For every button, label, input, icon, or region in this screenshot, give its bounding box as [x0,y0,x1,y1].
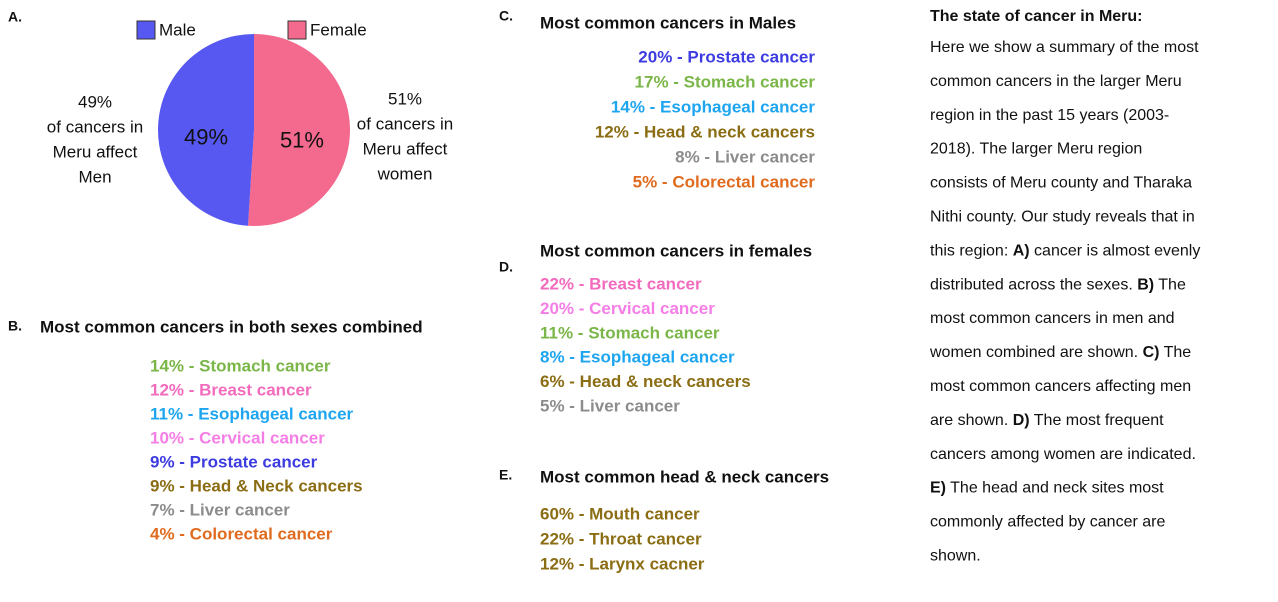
annotation: of cancers in [47,117,143,136]
annotation: women [377,164,433,183]
list-item: 6% - Head & neck cancers [540,372,751,391]
summary-run: Here we show a summary of the most [930,39,1199,56]
summary-line: Nithi county. Our study reveals that in [930,209,1195,226]
slice-label: 49% [184,124,228,149]
pie-slice [247,34,351,227]
slice-label: 51% [280,127,324,152]
summary-line: cancers among women are indicated. [930,446,1196,463]
summary-run: B) [1137,277,1154,294]
summary-run: E) [930,480,946,497]
list-item: 12% - Breast cancer [150,380,312,399]
summary-run: shown. [930,548,981,565]
list-item: 7% - Liver cancer [150,500,290,519]
summary-run: The most frequent [1030,412,1165,429]
list-item: 8% - Liver cancer [675,147,815,166]
annotation: Meru affect [363,139,448,158]
list-item: 14% - Stomach cancer [150,356,331,375]
pie-slice [158,34,254,226]
annotation: Men [78,167,111,186]
legend-swatch [136,20,156,40]
summary-run: most common cancers in men and [930,310,1175,327]
section-label: C. [499,8,513,24]
summary-run: The [1159,344,1191,361]
annotation: 49% [78,92,112,111]
list-item: 20% - Cervical cancer [540,299,715,318]
summary-line: E) The head and neck sites most [930,480,1164,497]
summary-run: consists of Meru county and Tharaka [930,175,1192,192]
summary-line: commonly affected by cancer are [930,514,1165,531]
list-item: 20% - Prostate cancer [638,47,815,66]
summary-line: this region: A) cancer is almost evenly [930,243,1200,260]
summary-line: region in the past 15 years (2003- [930,107,1169,124]
summary-title: The state of cancer in Meru: [930,8,1143,25]
list-item: 5% - Colorectal cancer [633,172,816,191]
legend-label: Male [159,20,196,39]
summary-run: Nithi county. Our study reveals that in [930,209,1195,226]
list-item: 17% - Stomach cancer [635,72,816,91]
summary-run: The head and neck sites most [946,480,1164,497]
section-title: Most common cancers in both sexes combin… [40,317,423,336]
summary-line: shown. [930,548,981,565]
list-item: 11% - Esophageal cancer [150,404,354,423]
list-item: 8% - Esophageal cancer [540,348,735,367]
summary-line: 2018). The larger Meru region [930,141,1142,158]
list-item: 60% - Mouth cancer [540,504,700,523]
list-item: 11% - Stomach cancer [540,323,720,342]
summary-run: cancer is almost evenly [1030,243,1201,260]
summary-line: Here we show a summary of the most [930,39,1199,56]
summary-run: region in the past 15 years (2003- [930,107,1169,124]
list-item: 9% - Prostate cancer [150,452,318,471]
summary-run: cancers among women are indicated. [930,446,1196,463]
section-title: Most common cancers in females [540,241,812,260]
summary-run: The [1154,277,1186,294]
legend-swatch [287,20,307,40]
list-item: 9% - Head & Neck cancers [150,476,363,495]
annotation: 51% [388,89,422,108]
summary-run: C) [1143,344,1160,361]
summary-line: most common cancers affecting men [930,378,1191,395]
summary-line: distributed across the sexes. B) The [930,277,1186,294]
summary-line: most common cancers in men and [930,310,1175,327]
list-item: 10% - Cervical cancer [150,428,325,447]
list-item: 5% - Liver cancer [540,396,680,415]
section-label: B. [8,318,22,334]
summary-run: D) [1013,412,1030,429]
summary-run: most common cancers affecting men [930,378,1191,395]
list-item: 4% - Colorectal cancer [150,524,333,543]
summary-run: are shown. [930,412,1013,429]
summary-run: this region: [930,243,1013,260]
section-title: Most common cancers in Males [540,13,796,32]
section-title: Most common head & neck cancers [540,467,829,486]
list-item: 12% - Larynx cacner [540,554,705,573]
summary-run: 2018). The larger Meru region [930,141,1142,158]
summary-run: commonly affected by cancer are [930,514,1165,531]
list-item: 12% - Head & neck cancers [595,122,815,141]
summary-line: are shown. D) The most frequent [930,412,1164,429]
summary-run: distributed across the sexes. [930,277,1137,294]
legend-label: Female [310,20,367,39]
summary-run: common cancers in the larger Meru [930,73,1182,90]
summary-line: consists of Meru county and Tharaka [930,175,1192,192]
annotation: of cancers in [357,114,453,133]
summary-run: A) [1013,243,1030,260]
section-label: E. [499,467,512,483]
list-item: 22% - Breast cancer [540,274,702,293]
summary-line: women combined are shown. C) The [929,344,1191,361]
list-item: 22% - Throat cancer [540,529,702,548]
panel-label: A. [8,9,22,25]
summary-run: women combined are shown. [929,344,1143,361]
annotation: Meru affect [53,142,138,161]
summary-line: common cancers in the larger Meru [930,73,1182,90]
list-item: 14% - Esophageal cancer [611,97,815,116]
section-label: D. [499,259,513,275]
